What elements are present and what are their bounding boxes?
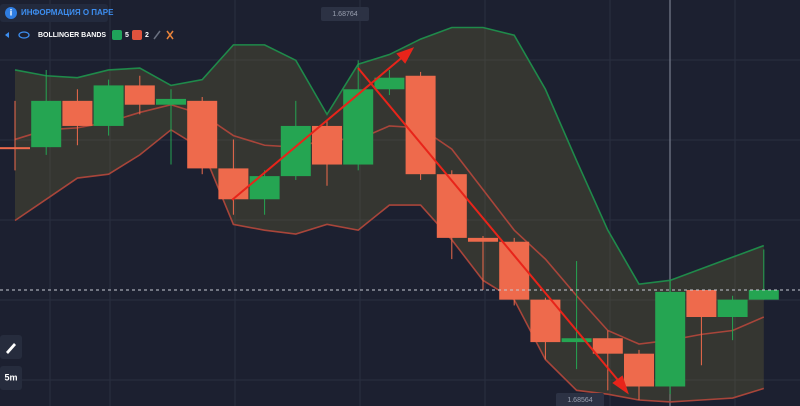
candle-body	[499, 241, 530, 300]
candle-body	[686, 289, 717, 318]
candle-body	[62, 100, 93, 126]
candle-body	[218, 168, 249, 200]
price-label: 1.68764	[332, 11, 357, 18]
candle-body	[561, 338, 592, 343]
band-upper	[14, 26, 765, 286]
info-icon-glyph: i	[10, 7, 13, 17]
info-label[interactable]: ИНФОРМАЦИЯ О ПАРЕ	[21, 8, 114, 17]
period-swatch[interactable]	[112, 30, 122, 40]
remove-indicator[interactable]	[166, 30, 174, 40]
candle-body	[280, 125, 311, 177]
info-icon	[5, 7, 17, 19]
info-badge[interactable]	[0, 4, 108, 22]
candle-body	[374, 77, 405, 90]
candle-body	[187, 100, 218, 169]
plot	[0, 26, 800, 403]
price-label-box	[556, 393, 604, 406]
candle-body	[343, 89, 374, 165]
pencil-icon	[6, 343, 16, 354]
candle-body	[31, 100, 62, 148]
candle-body	[468, 237, 498, 242]
candle-body	[592, 338, 623, 354]
candle-body	[124, 85, 155, 105]
candle-body	[312, 125, 342, 165]
candle-body	[0, 147, 30, 150]
price-label: 1.68564	[567, 397, 592, 404]
timeframe-button[interactable]	[0, 366, 22, 390]
candle-body	[249, 176, 280, 200]
candle-body	[717, 299, 748, 318]
candle-body	[530, 299, 561, 343]
candle-body	[156, 98, 186, 105]
candle-body	[93, 85, 124, 126]
deviation-swatch[interactable]	[132, 30, 142, 40]
candle-body	[748, 289, 779, 300]
candle-body	[624, 353, 654, 387]
timeframe-label[interactable]: 5m	[4, 372, 17, 382]
indicator-name: BOLLINGER BANDS	[38, 32, 106, 39]
candle-body	[405, 75, 436, 175]
deviation-value: 2	[145, 32, 149, 39]
period-value: 5	[125, 32, 129, 39]
visibility-icon[interactable]	[18, 31, 30, 39]
candle-body	[436, 174, 467, 238]
candle-body	[655, 291, 686, 387]
collapse-icon[interactable]	[5, 32, 9, 38]
price-label-box	[321, 7, 369, 21]
drawn-arrows	[231, 47, 629, 395]
edit-indicator[interactable]	[153, 30, 161, 40]
